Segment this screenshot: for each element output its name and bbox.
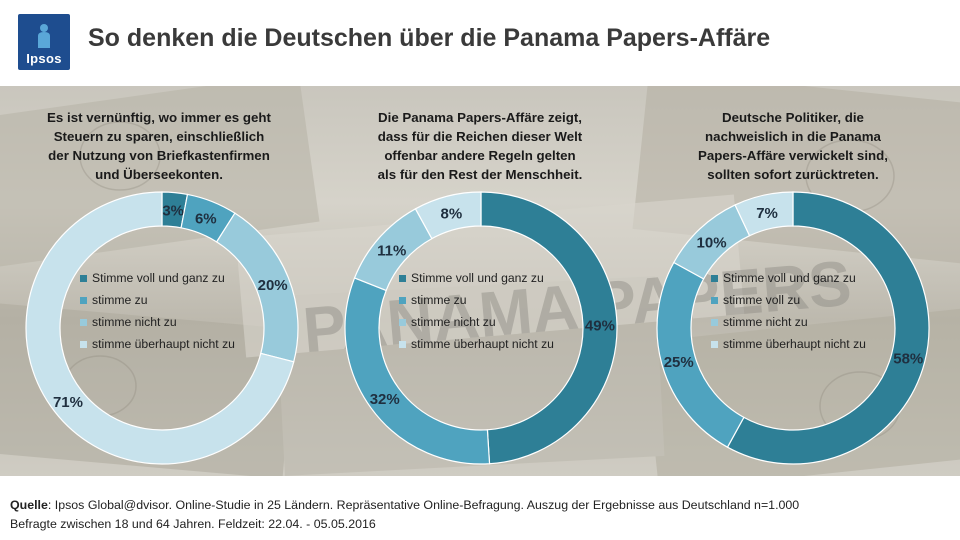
donut-chart-3: 58% 25% 10% 7% Stimme voll und ganz zu stimme… (656, 191, 930, 465)
data-label: 6% (195, 210, 217, 227)
legend-swatch (399, 319, 406, 326)
logo-text: Ipsos (26, 51, 62, 66)
donut-segment-4 (414, 191, 482, 240)
question-1: Es ist vernünftig, wo immer es geht Steu… (47, 110, 271, 182)
header: Ipsos So denken die Deutschen über die P… (0, 0, 960, 86)
data-label: 3% (162, 203, 184, 220)
legend-swatch (711, 319, 718, 326)
donut-chart-2: 49% 32% 11% 8% Stimme voll und ganz zu stimme… (344, 191, 618, 465)
data-label: 8% (441, 206, 463, 223)
legend-swatch (711, 341, 718, 348)
legend-swatch (80, 319, 87, 326)
data-label: 25% (664, 354, 694, 371)
legend-swatch (80, 297, 87, 304)
legend-label: stimme nicht zu (411, 315, 496, 329)
data-label: 58% (893, 351, 923, 368)
legend-swatch (711, 297, 718, 304)
legend-label: Stimme voll und ganz zu (723, 271, 856, 285)
footer-source: Quelle: Ipsos Global@dvisor. Online-Stud… (10, 496, 955, 534)
legend-label: Stimme voll und ganz zu (92, 271, 225, 285)
legend-label: Stimme voll und ganz zu (411, 271, 544, 285)
data-label: 10% (697, 234, 727, 251)
legend-swatch (711, 275, 718, 282)
question-2: Die Panama Papers-Affäre zeigt, dass für… (377, 110, 583, 182)
data-label: 11% (377, 242, 406, 259)
legend-label: stimme nicht zu (92, 315, 177, 329)
legend-label: stimme überhaupt nicht zu (92, 337, 235, 351)
data-label: 7% (756, 205, 778, 222)
source-text: : Ipsos Global@dvisor. Online-Studie in … (47, 498, 800, 512)
donut-segment-1 (480, 191, 618, 465)
legend-label: stimme zu (92, 293, 148, 307)
page-title: So denken die Deutschen über die Panama … (88, 24, 771, 52)
legend-swatch (399, 275, 406, 282)
ipsos-logo: Ipsos (18, 14, 70, 70)
legend-label: stimme überhaupt nicht zu (411, 337, 554, 351)
source-line-2: Befragte zwischen 18 und 64 Jahren. Feld… (10, 517, 376, 531)
data-label: 49% (585, 317, 615, 334)
source-line-1: Quelle: Ipsos Global@dvisor. Online-Stud… (10, 496, 955, 515)
donut-segment-1 (726, 191, 930, 465)
legend-swatch (399, 297, 406, 304)
question-3: Deutsche Politiker, die nachweislich in … (698, 110, 888, 182)
ipsos-head-icon (38, 24, 50, 48)
legend-label: stimme überhaupt nicht zu (723, 337, 866, 351)
legend-label: stimme nicht zu (723, 315, 808, 329)
data-label: 20% (258, 277, 288, 294)
legend-swatch (399, 341, 406, 348)
data-label: 32% (370, 391, 400, 408)
data-label: 71% (53, 394, 83, 411)
donut-segment-4 (734, 191, 794, 237)
legend-label: stimme zu (411, 293, 467, 307)
legend-swatch (80, 341, 87, 348)
donut-chart-1: 3% 6% 20% 71% Stimme voll und ganz zu stimme … (25, 191, 299, 465)
source-label: Quelle (10, 498, 48, 512)
donut-segment-4 (25, 191, 295, 465)
legend-label: stimme voll zu (723, 293, 800, 307)
legend-swatch (80, 275, 87, 282)
